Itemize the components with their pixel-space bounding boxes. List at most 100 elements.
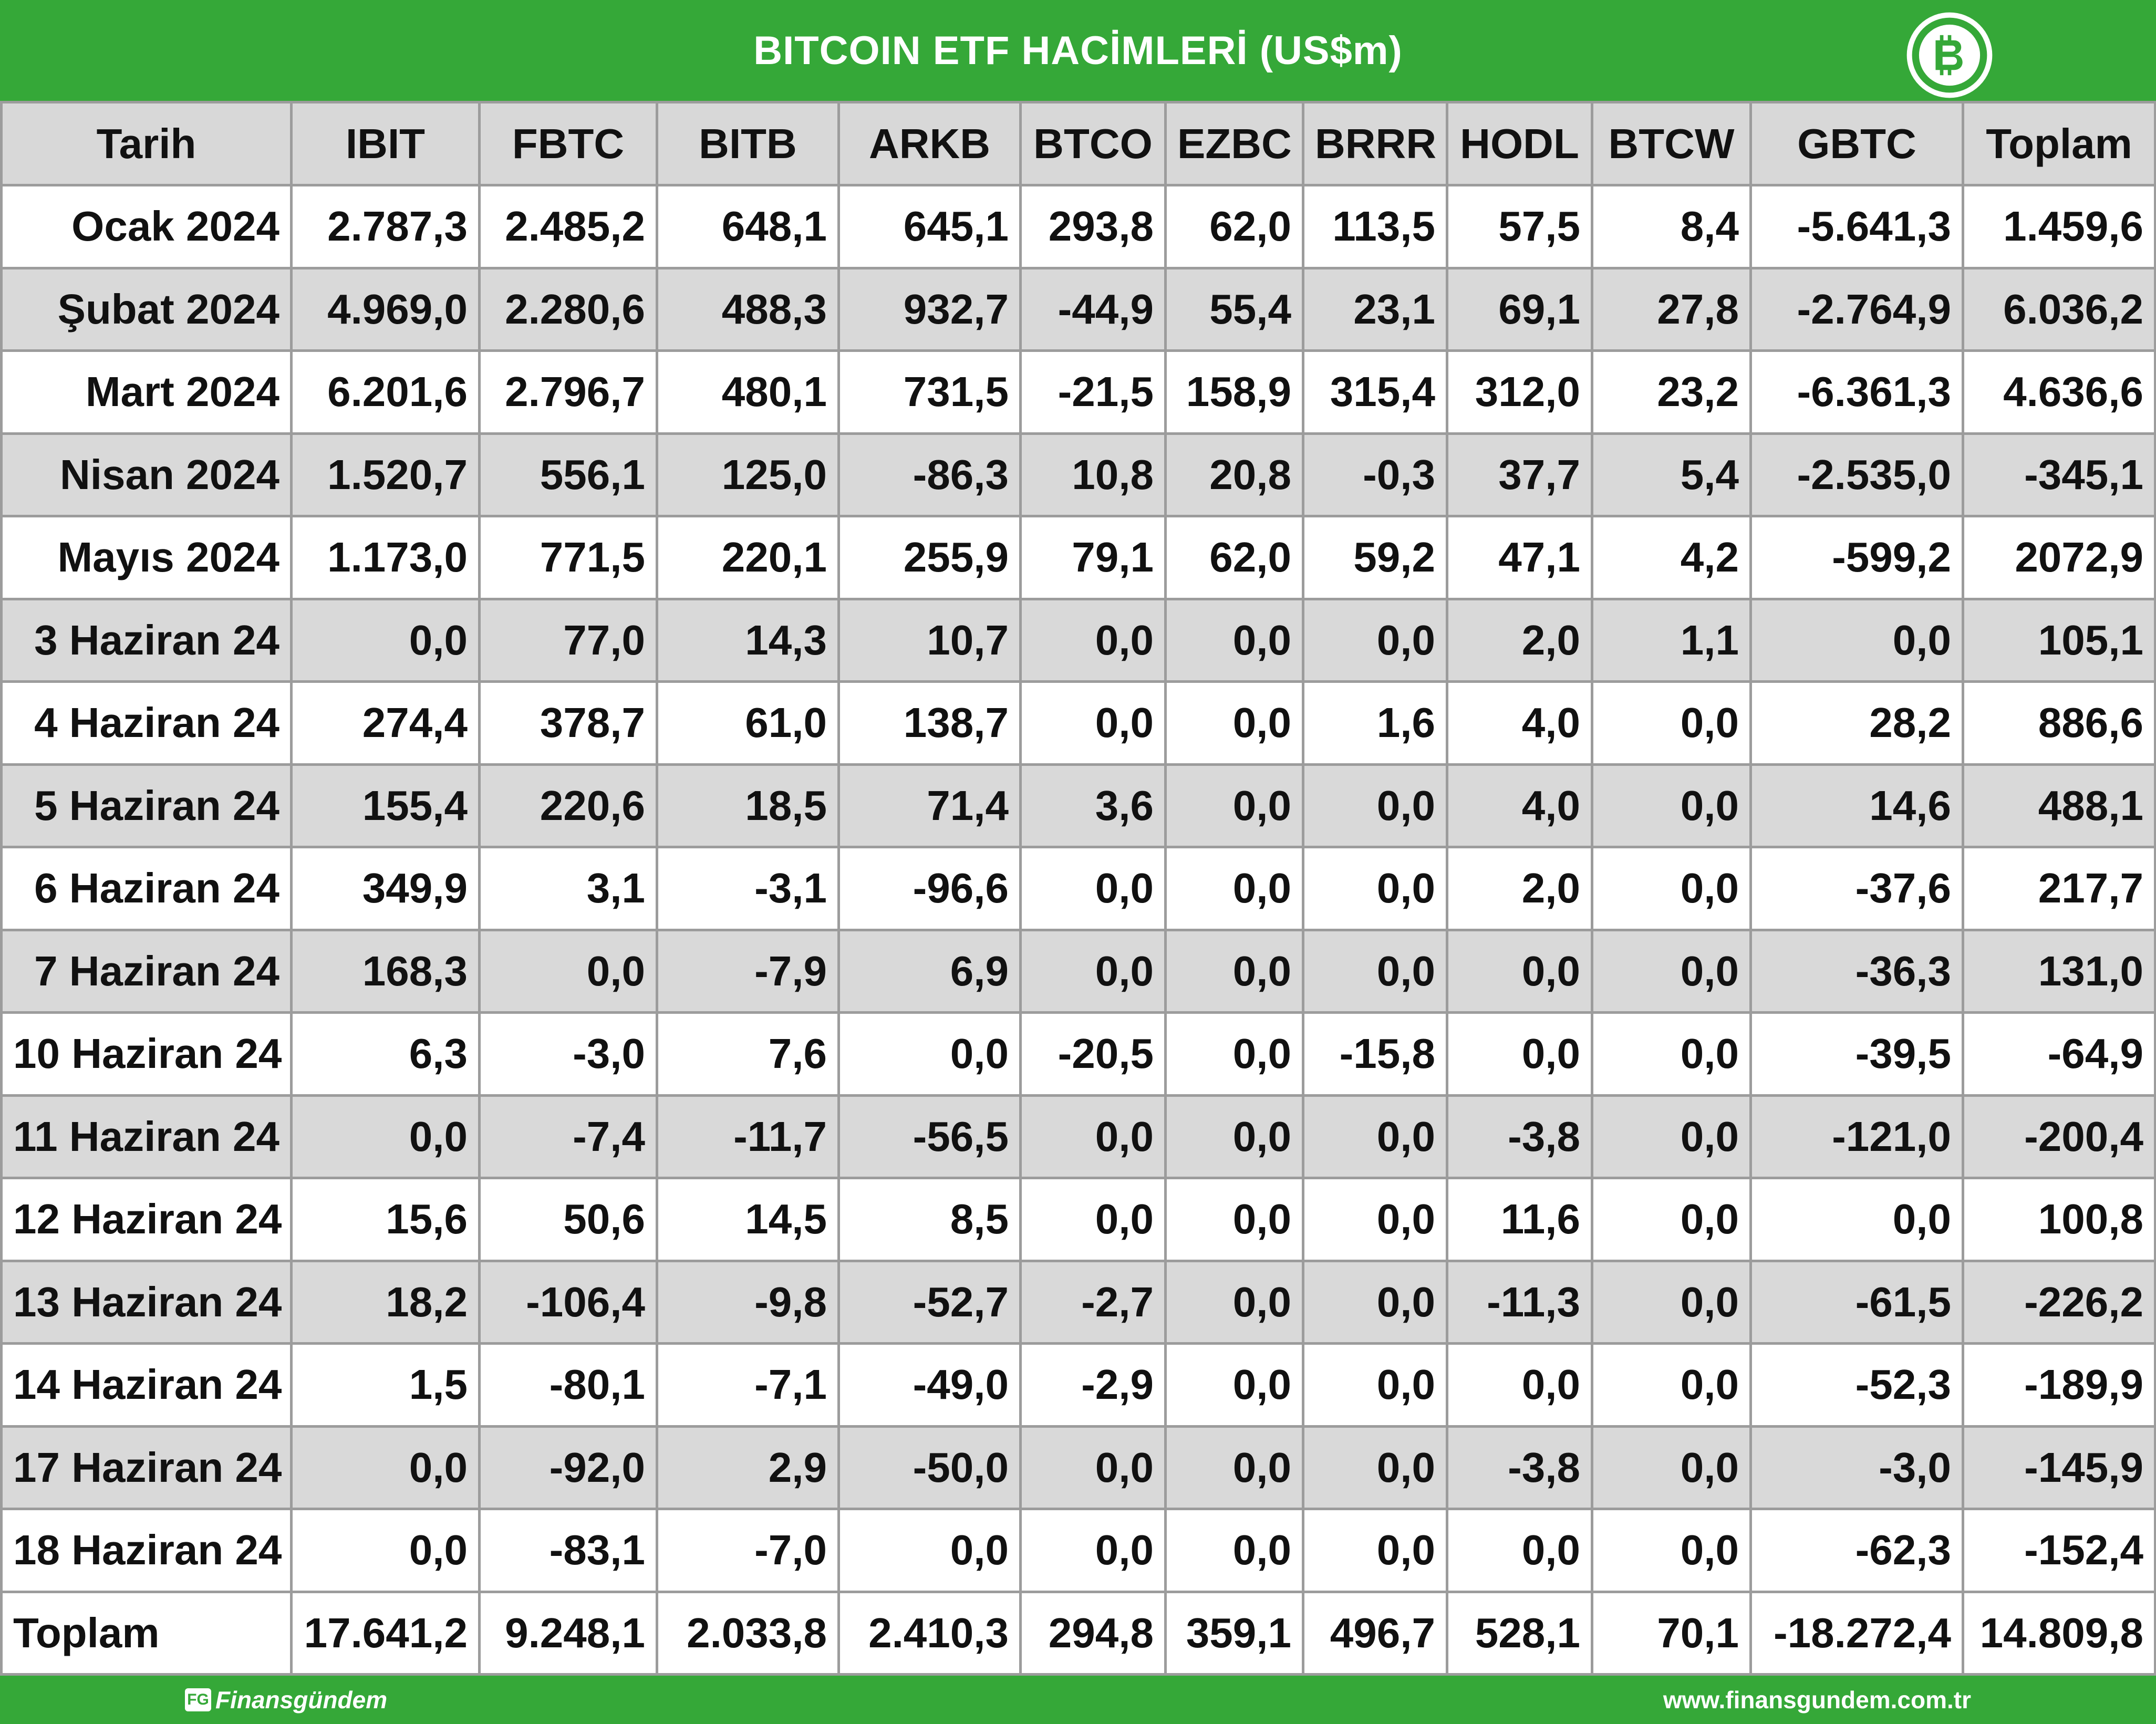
table-cell: 61,0 xyxy=(656,680,840,766)
table-cell: 0,0 xyxy=(1164,1425,1304,1510)
row-date: 17 Haziran 24 xyxy=(0,1425,293,1510)
table-cell: 10,8 xyxy=(1019,432,1167,517)
etf-volume-table: Tarih IBIT FBTC BITB ARKB BTCO EZBC BRRR HODL BTC… xyxy=(0,101,2156,1676)
column-header: BITB xyxy=(656,101,840,186)
table-cell: 79,1 xyxy=(1019,515,1167,600)
table-cell: -226,2 xyxy=(1962,1259,2156,1345)
table-cell: 4,0 xyxy=(1446,680,1593,766)
table-cell: 0,0 xyxy=(1302,763,1448,848)
table-cell: 2,0 xyxy=(1446,597,1593,683)
table-cell: 293,8 xyxy=(1019,184,1167,269)
table-cell: 0,0 xyxy=(1019,1094,1167,1179)
table-cell: 0,0 xyxy=(1164,1011,1304,1097)
total-cell: 70,1 xyxy=(1591,1590,1752,1676)
row-date: 12 Haziran 24 xyxy=(0,1177,293,1262)
table-cell: 2.796,7 xyxy=(478,349,658,435)
table-cell: 0,0 xyxy=(1164,928,1304,1014)
row-date: 10 Haziran 24 xyxy=(0,1011,293,1097)
table-cell: 155,4 xyxy=(290,763,481,848)
table-cell: 0,0 xyxy=(290,1094,481,1179)
table-cell: 23,1 xyxy=(1302,266,1448,352)
table-cell: 0,0 xyxy=(1019,928,1167,1014)
row-date: Şubat 2024 xyxy=(0,266,293,352)
row-date: Mart 2024 xyxy=(0,349,293,435)
table-cell: 274,4 xyxy=(290,680,481,766)
table-cell: -3,8 xyxy=(1446,1094,1593,1179)
table-row: Mayıs 2024 1.173,0 771,5 220,1 255,9 79,1 62,0… xyxy=(0,515,2156,600)
total-row: Toplam 17.641,2 9.248,1 2.033,8 2.410,3 294,8… xyxy=(0,1590,2156,1676)
table-cell: 645,1 xyxy=(837,184,1022,269)
table-cell: -36,3 xyxy=(1749,928,1964,1014)
table-cell: 648,1 xyxy=(656,184,840,269)
table-cell: 0,0 xyxy=(1019,846,1167,931)
table-cell: 0,0 xyxy=(1591,1508,1752,1593)
table-cell: 0,0 xyxy=(478,928,658,1014)
table-cell: 168,3 xyxy=(290,928,481,1014)
website-url: www.finansgundem.com.tr xyxy=(1663,1686,1971,1713)
brand-logo: FG Finansgündem xyxy=(185,1683,387,1717)
table-cell: 0,0 xyxy=(1019,1177,1167,1262)
table-cell: 11,6 xyxy=(1446,1177,1593,1262)
column-header: HODL xyxy=(1446,101,1593,186)
table-cell: -96,6 xyxy=(837,846,1022,931)
table-cell: 4.969,0 xyxy=(290,266,481,352)
table-row: 14 Haziran 24 1,5 -80,1 -7,1 -49,0 -2,9 0,0 0,0… xyxy=(0,1342,2156,1428)
table-cell: 0,0 xyxy=(1591,1011,1752,1097)
table-cell: 0,0 xyxy=(1302,1508,1448,1593)
table-row: 17 Haziran 24 0,0 -92,0 2,9 -50,0 0,0 0,0 0,0 -3… xyxy=(0,1425,2156,1510)
total-cell: 2.410,3 xyxy=(837,1590,1022,1676)
table-cell: 158,9 xyxy=(1164,349,1304,435)
table-cell: 59,2 xyxy=(1302,515,1448,600)
total-cell: 14.809,8 xyxy=(1962,1590,2156,1676)
table-cell: 0,0 xyxy=(1019,680,1167,766)
table-cell: 315,4 xyxy=(1302,349,1448,435)
column-header: BRRR xyxy=(1302,101,1448,186)
table-cell: -7,1 xyxy=(656,1342,840,1428)
table-cell: 488,3 xyxy=(656,266,840,352)
table-cell: 0,0 xyxy=(290,1508,481,1593)
table-cell: 0,0 xyxy=(290,597,481,683)
table-row: 10 Haziran 24 6,3 -3,0 7,6 0,0 -20,5 0,0 -15,8 0… xyxy=(0,1011,2156,1097)
table-cell: 20,8 xyxy=(1164,432,1304,517)
table-cell: 5,4 xyxy=(1591,432,1752,517)
table-cell: -56,5 xyxy=(837,1094,1022,1179)
table-cell: 0,0 xyxy=(1749,597,1964,683)
table-cell: 0,0 xyxy=(290,1425,481,1510)
brand-name: Finansgündem xyxy=(215,1686,388,1713)
table-cell: 2.787,3 xyxy=(290,184,481,269)
table-row: 4 Haziran 24 274,4 378,7 61,0 138,7 0,0 0,0 1,6… xyxy=(0,680,2156,766)
total-cell: -18.272,4 xyxy=(1749,1590,1964,1676)
table-cell: 14,5 xyxy=(656,1177,840,1262)
table-cell: 27,8 xyxy=(1591,266,1752,352)
column-header: GBTC xyxy=(1749,101,1964,186)
table-cell: -599,2 xyxy=(1749,515,1964,600)
table-cell: -121,0 xyxy=(1749,1094,1964,1179)
table-cell: -11,7 xyxy=(656,1094,840,1179)
table-row: Nisan 2024 1.520,7 556,1 125,0 -86,3 10,8 20,8… xyxy=(0,432,2156,517)
table-cell: -20,5 xyxy=(1019,1011,1167,1097)
table-cell: 3,1 xyxy=(478,846,658,931)
table-cell: -106,4 xyxy=(478,1259,658,1345)
table-cell: 0,0 xyxy=(1446,1508,1593,1593)
table-cell: 0,0 xyxy=(1302,846,1448,931)
table-cell: -2,9 xyxy=(1019,1342,1167,1428)
table-cell: 480,1 xyxy=(656,349,840,435)
table-row: 12 Haziran 24 15,6 50,6 14,5 8,5 0,0 0,0 0,0 11,… xyxy=(0,1177,2156,1262)
row-date: 7 Haziran 24 xyxy=(0,928,293,1014)
table-row: 18 Haziran 24 0,0 -83,1 -7,0 0,0 0,0 0,0 0,0 0,0… xyxy=(0,1508,2156,1593)
table-cell: -21,5 xyxy=(1019,349,1167,435)
page-title: BITCOIN ETF HACİMLERİ (US$m) xyxy=(753,28,1403,73)
table-cell: 0,0 xyxy=(1446,1342,1593,1428)
table-cell: 55,4 xyxy=(1164,266,1304,352)
table-cell: 10,7 xyxy=(837,597,1022,683)
table-cell: 0,0 xyxy=(1302,1342,1448,1428)
table-cell: 62,0 xyxy=(1164,515,1304,600)
table-cell: 6,9 xyxy=(837,928,1022,1014)
table-cell: 2.485,2 xyxy=(478,184,658,269)
table-cell: 100,8 xyxy=(1962,1177,2156,1262)
table-cell: 255,9 xyxy=(837,515,1022,600)
table-cell: 488,1 xyxy=(1962,763,2156,848)
table-cell: -80,1 xyxy=(478,1342,658,1428)
table-cell: 0,0 xyxy=(1302,1094,1448,1179)
table-cell: -189,9 xyxy=(1962,1342,2156,1428)
